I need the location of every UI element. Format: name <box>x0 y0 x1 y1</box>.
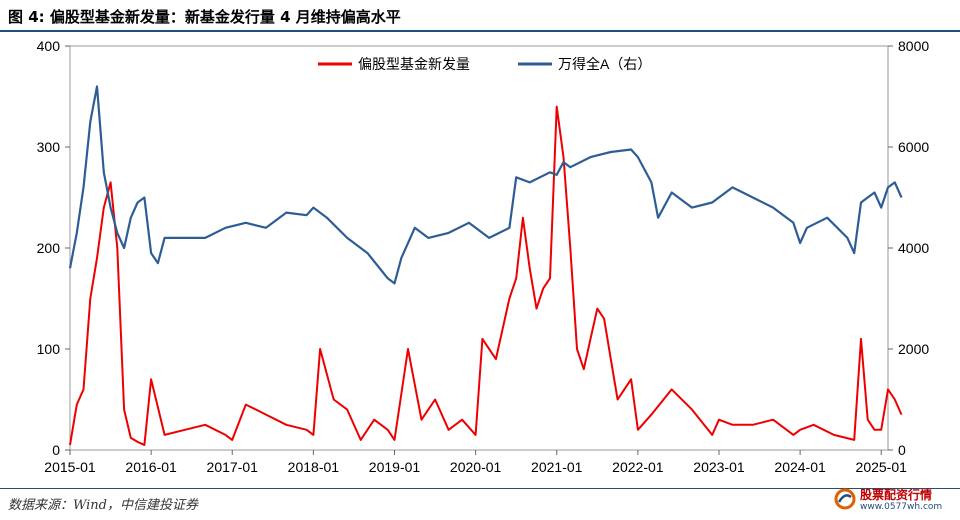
y-right-tick-label: 8000 <box>898 38 929 54</box>
legend-label-1: 万得全A（右） <box>558 56 651 72</box>
x-tick-label: 2025-01 <box>856 459 908 475</box>
page-title: 图 4: 偏股型基金新发量：新基金发行量 4 月维持偏高水平 <box>8 8 401 26</box>
watermark-logo-icon <box>834 488 856 510</box>
x-tick-label: 2022-01 <box>612 459 664 475</box>
x-tick-label: 2020-01 <box>450 459 502 475</box>
watermark-url: www.0577wh.com <box>860 502 943 512</box>
series-line-wind-all-a-index <box>68 85 903 285</box>
y-right-tick-label: 4000 <box>898 240 929 256</box>
footer-divider <box>0 488 960 489</box>
title-bar: 图 4: 偏股型基金新发量：新基金发行量 4 月维持偏高水平 <box>0 0 960 34</box>
x-tick-label: 2019-01 <box>369 459 421 475</box>
footer: 数据来源：Wind，中信建投证券 股票配资行情 www.0577wh.com <box>0 484 960 520</box>
watermark-name: 股票配资行情 <box>860 488 933 502</box>
x-tick-label: 2015-01 <box>44 459 96 475</box>
legend-label-0: 偏股型基金新发量 <box>358 56 470 72</box>
x-tick-label: 2016-01 <box>125 459 177 475</box>
title-divider <box>0 30 960 32</box>
x-tick-label: 2018-01 <box>288 459 340 475</box>
y-left-tick-label: 100 <box>37 341 61 357</box>
x-tick-label: 2024-01 <box>774 459 826 475</box>
x-tick-label: 2023-01 <box>693 459 745 475</box>
chart-container: 0 100 200 300 400 0 2000 4000 6000 8000 2015-01 201… <box>0 34 960 484</box>
y-right-tick-label: 2000 <box>898 341 929 357</box>
y-left-tick-label: 0 <box>52 442 60 458</box>
x-tick-label: 2017-01 <box>207 459 259 475</box>
y-left-tick-label: 300 <box>37 139 61 155</box>
x-tick-label: 2021-01 <box>531 459 583 475</box>
watermark: 股票配资行情 www.0577wh.com <box>834 486 954 516</box>
y-right-tick-label: 0 <box>898 442 906 458</box>
y-right-tick-label: 6000 <box>898 139 929 155</box>
source-note: 数据来源：Wind，中信建投证券 <box>8 498 198 513</box>
series-line-new-fund-issuance <box>69 105 903 446</box>
y-left-tick-label: 200 <box>37 240 61 256</box>
y-left-tick-label: 400 <box>37 38 61 54</box>
